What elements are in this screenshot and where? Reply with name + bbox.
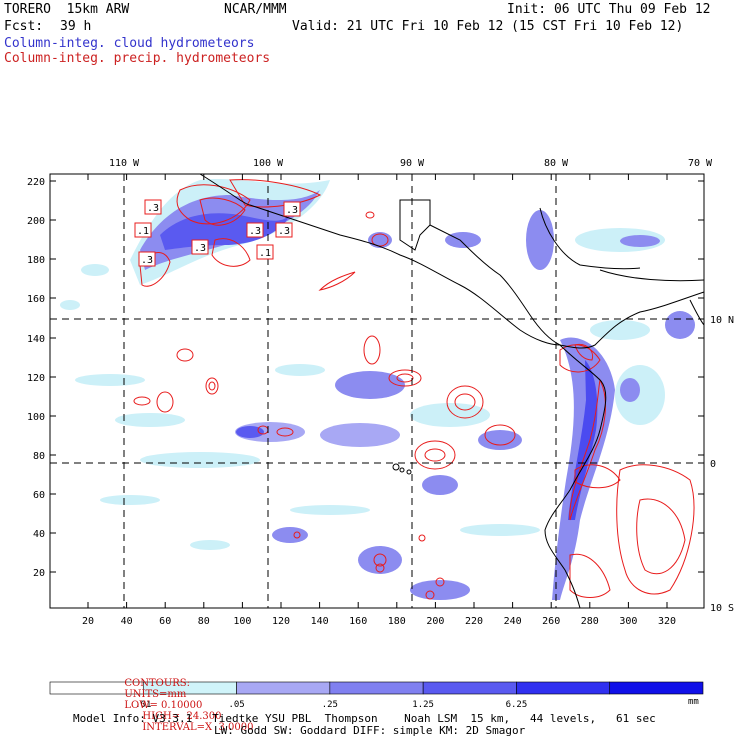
contour-label-group: .3 .1 .3 .3 .3 .3 .1 .3 bbox=[134, 199, 301, 267]
contour-label-box bbox=[134, 222, 152, 238]
model-info-line2: LW: Godd SW: Goddard DIFF: simple KM: 2D… bbox=[214, 724, 526, 737]
x-tick-label: 40 bbox=[121, 616, 133, 627]
contour-label-box bbox=[275, 222, 293, 238]
fcst-label: Fcst: bbox=[4, 19, 44, 34]
contour-label: .3 bbox=[194, 243, 206, 254]
longitude-label: 100 W bbox=[253, 158, 284, 169]
precip-contours bbox=[133, 179, 695, 600]
model-name: TORERO 15km ARW bbox=[4, 2, 130, 17]
contour-label: .3 bbox=[286, 205, 298, 216]
center-name: NCAR/MMM bbox=[224, 2, 287, 17]
colorbar-swatch bbox=[422, 681, 517, 695]
x-tick-label: 220 bbox=[465, 616, 483, 627]
x-tick-label: 320 bbox=[658, 616, 676, 627]
y-tick-label: 80 bbox=[33, 451, 45, 462]
colorbar-label: .01 bbox=[135, 700, 151, 710]
y-tick-label: 120 bbox=[27, 373, 45, 384]
colorbar-unit: mm bbox=[688, 697, 699, 707]
contour-label: .1 bbox=[137, 226, 149, 237]
x-tick-label: 100 bbox=[233, 616, 251, 627]
latitude-label: 10 N bbox=[710, 315, 734, 326]
contour-label: .3 bbox=[141, 255, 153, 266]
legend-precip: Column-integ. precip. hydrometeors bbox=[4, 51, 271, 66]
colorbar-swatch bbox=[609, 681, 704, 695]
y-tick-label: 200 bbox=[27, 216, 45, 227]
contour-label: .3 bbox=[249, 226, 261, 237]
x-tick-label: 260 bbox=[542, 616, 560, 627]
contours-info: CONTOURS: UNITS=mm LOW= 0.10000 HIGH= 24… bbox=[118, 667, 253, 733]
y-tick-label: 60 bbox=[33, 490, 45, 501]
contours-units: UNITS=mm bbox=[124, 689, 187, 700]
model-info-line1: Model Info: V3.3.1 Tiedtke YSU PBL Thomp… bbox=[73, 712, 656, 725]
colorbar-swatch bbox=[329, 681, 424, 695]
contour-label-box bbox=[246, 222, 264, 238]
y-tick-label: 20 bbox=[33, 568, 45, 579]
x-tick-label: 80 bbox=[198, 616, 210, 627]
y-tick-label: 220 bbox=[27, 177, 45, 188]
contours-low: LOW= 0.10000 bbox=[124, 700, 203, 711]
colorbar-label: 1.25 bbox=[412, 700, 434, 710]
colorbar-swatch bbox=[516, 681, 611, 695]
coastlines bbox=[199, 173, 705, 609]
legend-cloud: Column-integ. cloud hydrometeors bbox=[4, 36, 255, 51]
y-tick-label: 140 bbox=[27, 334, 45, 345]
colorbar: .01 .05 .25 1.25 6.25 bbox=[49, 681, 704, 710]
contours-interval: INTERVAL=X 3.0000 bbox=[142, 722, 254, 733]
valid-time: Valid: 21 UTC Fri 10 Feb 12 (15 CST Fri … bbox=[292, 19, 684, 34]
x-tick-label: 140 bbox=[311, 616, 329, 627]
x-tick-label: 20 bbox=[82, 616, 94, 627]
contour-label-box bbox=[283, 201, 301, 217]
y-tick-label: 100 bbox=[27, 412, 45, 423]
contour-label: .1 bbox=[259, 248, 271, 259]
longitude-label: 80 W bbox=[544, 158, 569, 169]
longitude-label: 90 W bbox=[400, 158, 425, 169]
x-tick-label: 120 bbox=[272, 616, 290, 627]
x-tick-label: 60 bbox=[159, 616, 171, 627]
y-tick-label: 180 bbox=[27, 255, 45, 266]
latitude-label: 10 S bbox=[710, 603, 734, 614]
contour-label: .3 bbox=[278, 226, 290, 237]
x-tick-label: 240 bbox=[504, 616, 522, 627]
longitude-label: 70 W bbox=[688, 158, 713, 169]
x-tick-label: 200 bbox=[426, 616, 444, 627]
y-tick-label: 40 bbox=[33, 529, 45, 540]
init-time: Init: 06 UTC Thu 09 Feb 12 bbox=[507, 2, 711, 17]
x-tick-label: 300 bbox=[619, 616, 637, 627]
contour-label-box bbox=[191, 239, 209, 255]
latitude-label: 0 bbox=[710, 459, 716, 470]
x-tick-label: 160 bbox=[349, 616, 367, 627]
longitude-label: 110 W bbox=[109, 158, 140, 169]
colorbar-label: 6.25 bbox=[506, 700, 528, 710]
contour-label-box bbox=[144, 199, 162, 215]
x-tick-label: 180 bbox=[388, 616, 406, 627]
contour-label-box bbox=[256, 244, 274, 260]
x-tick-label: 280 bbox=[581, 616, 599, 627]
contours-high: HIGH= 24.300 bbox=[142, 711, 222, 722]
contour-label-box bbox=[138, 251, 156, 267]
colorbar-label: .25 bbox=[322, 700, 338, 710]
y-tick-label: 160 bbox=[27, 294, 45, 305]
contours-label: CONTOURS: bbox=[124, 678, 191, 689]
colorbar-label: .05 bbox=[228, 700, 244, 710]
contour-label: .3 bbox=[147, 203, 159, 214]
fcst-value: 39 h bbox=[60, 19, 92, 34]
